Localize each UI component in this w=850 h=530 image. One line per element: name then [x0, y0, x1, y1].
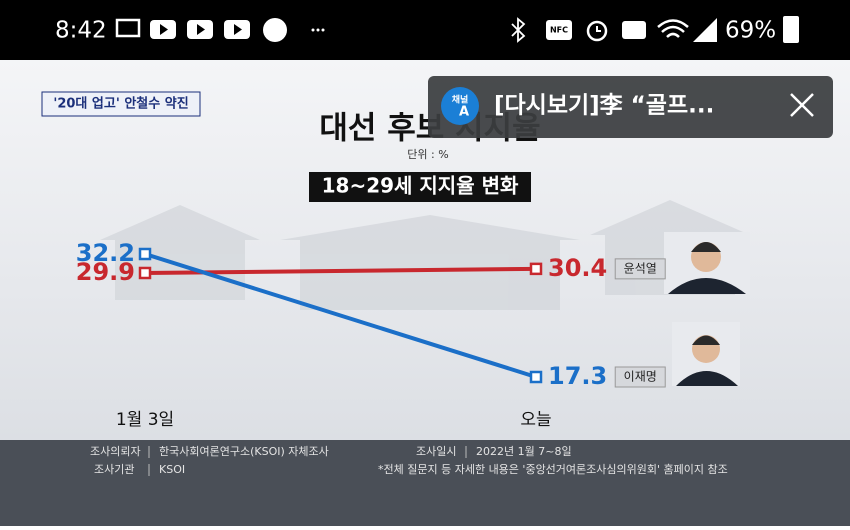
- close-button[interactable]: [790, 93, 814, 117]
- chart-subtitle: 18~29세 지지율 변화: [322, 174, 519, 198]
- point-marker: [138, 266, 152, 280]
- notification-title: [다시보기]李 “골프...: [494, 93, 714, 119]
- tag-box: [41, 91, 201, 117]
- series-line: [144, 266, 537, 275]
- nfc-label: NFC: [550, 26, 568, 35]
- x-tick-label: 오늘: [520, 410, 551, 430]
- battery-level: 69%: [725, 18, 776, 44]
- value-label: 30.4: [548, 254, 607, 282]
- subtitle-box: [309, 172, 531, 202]
- footer-text: 한국사회여론연구소(KSOI) 자체조사: [159, 445, 329, 458]
- point-marker: [138, 247, 152, 261]
- status-icons: [115, 16, 799, 43]
- footer-label: 조사일시: [416, 444, 456, 458]
- channel-logo: [441, 87, 479, 125]
- candidate-photo: [664, 232, 750, 294]
- legend-label: 윤석열: [624, 261, 657, 275]
- footer-text: 2022년 1월 7~8일: [476, 444, 572, 458]
- legend-box: [614, 258, 666, 280]
- footer-label: 조사기관: [94, 463, 134, 476]
- value-label: 32.2: [76, 239, 135, 267]
- series-line: [144, 252, 537, 379]
- status-bar: [0, 0, 850, 60]
- candidate-photo: [672, 322, 740, 386]
- legend-label: 이재명: [624, 370, 657, 384]
- logo-text: 채널: [452, 94, 469, 106]
- x-tick-label: 1월 3일: [116, 410, 174, 430]
- value-label: 29.9: [76, 258, 135, 286]
- footer-note: *전체 질문지 등 자세한 내용은 '중앙선거여론조사심의위원회' 홈페이지 참…: [378, 462, 728, 476]
- point-marker: [529, 262, 543, 276]
- footer-text: KSOI: [159, 463, 185, 476]
- chart: 1월 3일 오늘 29.9 30.4 윤석열 32.2 17.3 이재명: [76, 239, 666, 430]
- footer-label: 조사의뢰자: [90, 445, 141, 458]
- notification[interactable]: 채널 A [다시보기]李 “골프...: [428, 76, 833, 138]
- tag: '20대 업고' 안철수 약진: [53, 96, 188, 112]
- clock: 8:42: [55, 18, 107, 44]
- unit: 단위 : %: [407, 148, 448, 161]
- logo-text: A: [459, 105, 469, 120]
- notification-card[interactable]: [428, 76, 833, 138]
- separators: [148, 446, 467, 476]
- point-marker: [529, 370, 543, 384]
- value-label: 17.3: [548, 362, 607, 390]
- footer: [0, 440, 850, 526]
- background-building: [100, 200, 750, 310]
- legend-box: [614, 366, 666, 388]
